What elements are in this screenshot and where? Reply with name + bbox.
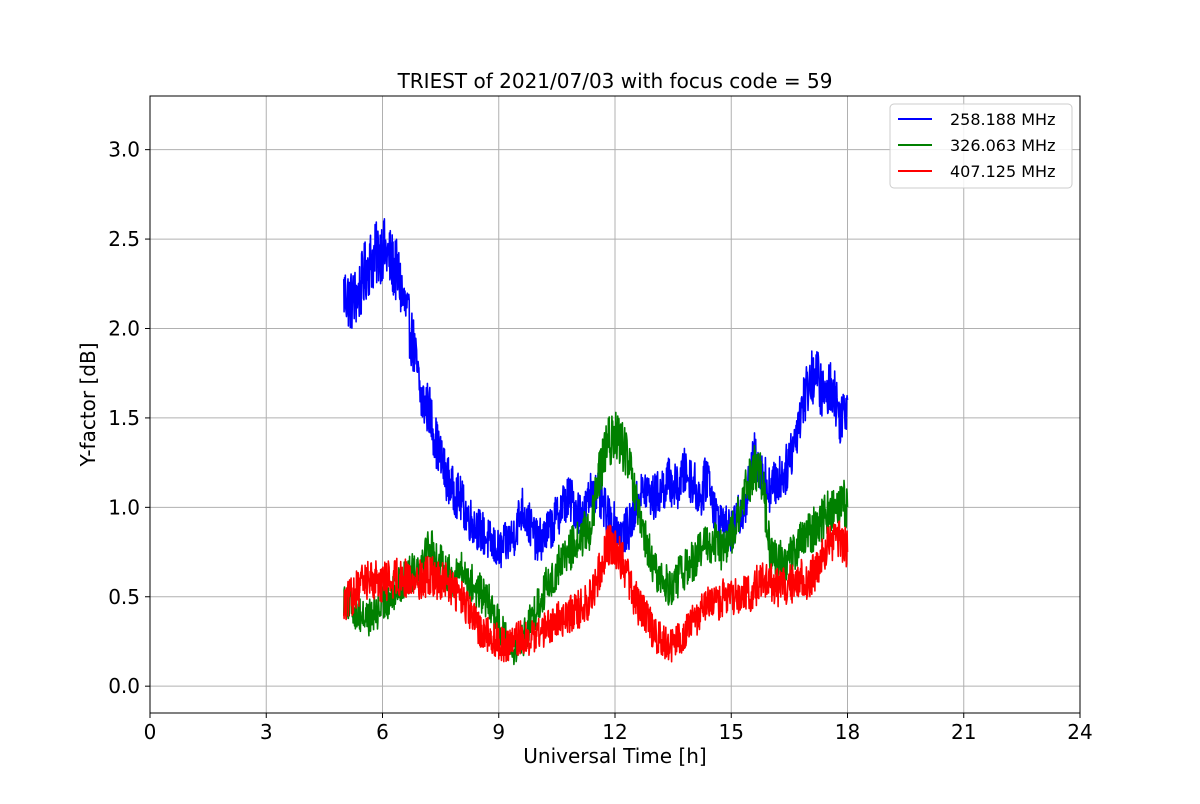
x-tick-label: 15: [719, 720, 744, 744]
series-layer: [343, 218, 849, 666]
y-axis-label: Y-factor [dB]: [76, 342, 100, 467]
x-tick-label: 6: [376, 720, 389, 744]
series-line-1: [343, 218, 849, 569]
series-line-3: [343, 520, 849, 663]
series-line-2: [343, 411, 849, 666]
x-tick-label: 0: [144, 720, 157, 744]
ticks: 0 3 6 9 12 15 18 21 24 0.0 0.5 1.0 1.5 2.0 2.5 3.0: [108, 138, 1093, 744]
x-tick-label: 21: [951, 720, 976, 744]
legend-label: 326.063 MHz: [950, 136, 1055, 155]
x-tick-label: 3: [260, 720, 273, 744]
y-tick-label: 0.5: [108, 585, 140, 609]
legend-box: [889, 103, 1073, 189]
x-axis-label: Universal Time [h]: [523, 744, 706, 768]
y-tick-label: 0.0: [108, 674, 140, 698]
y-tick-label: 1.5: [108, 406, 140, 430]
y-tick-label: 2.5: [108, 227, 140, 251]
legend: 258.188 MHz 326.063 MHz 407.125 MHz: [889, 103, 1073, 189]
x-tick-label: 24: [1067, 720, 1092, 744]
grid: [149, 96, 1081, 713]
y-tick-label: 3.0: [108, 138, 140, 162]
legend-label: 258.188 MHz: [950, 110, 1055, 129]
y-tick-label: 2.0: [108, 316, 140, 340]
chart-title: TRIEST of 2021/07/03 with focus code = 5…: [397, 69, 833, 93]
legend-label: 407.125 MHz: [950, 162, 1055, 181]
x-tick-label: 18: [835, 720, 860, 744]
x-tick-label: 12: [602, 720, 627, 744]
x-tick-label: 9: [492, 720, 505, 744]
y-tick-label: 1.0: [108, 495, 140, 519]
